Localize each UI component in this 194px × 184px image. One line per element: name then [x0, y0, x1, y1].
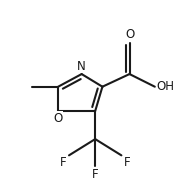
Text: OH: OH — [157, 80, 175, 93]
Text: O: O — [125, 28, 134, 41]
Text: F: F — [60, 156, 67, 169]
Text: O: O — [54, 112, 63, 125]
Text: F: F — [124, 156, 130, 169]
Text: F: F — [92, 168, 99, 181]
Text: N: N — [77, 60, 86, 73]
